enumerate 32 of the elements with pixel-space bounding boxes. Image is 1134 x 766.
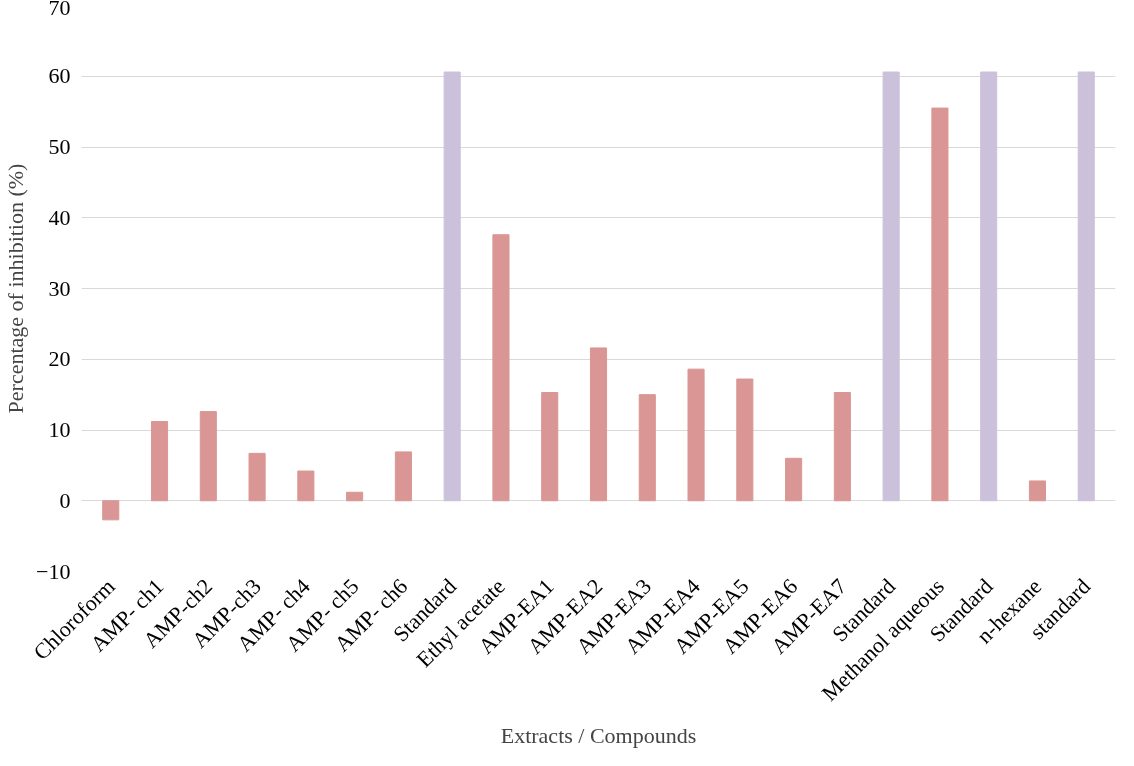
bar: [882, 71, 900, 502]
y-tick-label: 70: [48, 0, 71, 20]
y-tick-label: −10: [36, 558, 71, 584]
bar: [297, 470, 315, 502]
y-tick-label: 60: [48, 63, 71, 89]
y-axis-title: Percentage of inhibition (%): [3, 163, 29, 414]
bar: [589, 347, 608, 502]
bar: [248, 452, 266, 502]
bar: [346, 491, 364, 502]
bar: [687, 368, 705, 502]
bar: [443, 71, 461, 502]
bar: [102, 500, 120, 521]
bar: [931, 107, 949, 502]
y-tick-label: 30: [48, 275, 71, 301]
bar: [199, 411, 217, 502]
bar: [394, 451, 412, 502]
bar: [833, 392, 851, 502]
y-tick-label: 20: [48, 346, 71, 372]
bar: [736, 378, 754, 502]
bar: [785, 457, 803, 502]
bar: [980, 71, 998, 502]
x-axis-title: Extracts / Compounds: [500, 722, 697, 748]
y-tick-label: 10: [48, 417, 71, 442]
bar: [1028, 480, 1047, 502]
y-tick-label: 40: [48, 204, 71, 230]
bar: [541, 392, 559, 502]
y-tick-label: 0: [59, 487, 71, 513]
y-tick-label: 50: [48, 134, 71, 159]
bar: [638, 394, 656, 502]
bar: [492, 234, 510, 502]
bar: [1077, 71, 1095, 502]
bar: [150, 421, 169, 502]
